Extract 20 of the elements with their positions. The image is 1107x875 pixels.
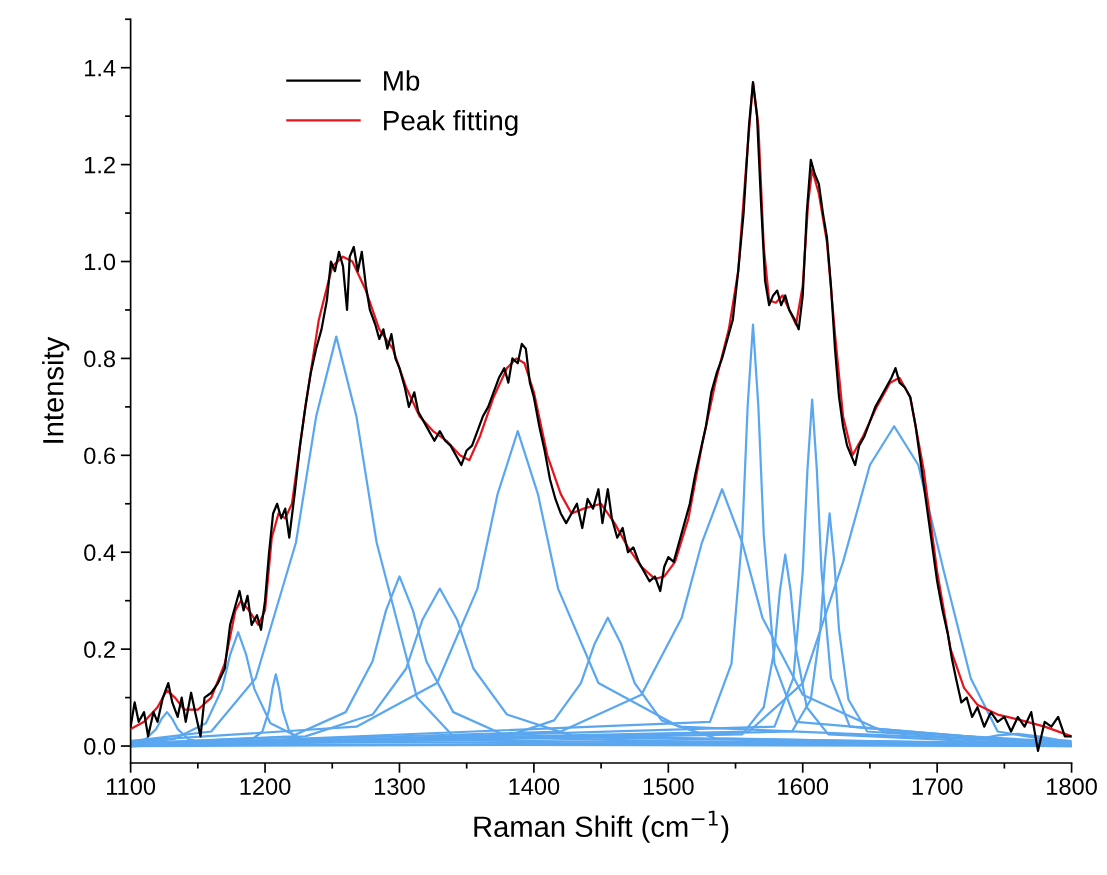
x-tick-label: 1100 xyxy=(107,778,156,795)
x-tick-label: 1500 xyxy=(643,778,694,795)
x-tick-label: 1800 xyxy=(1047,778,1097,795)
x-axis-title: Raman Shift (cm$^{−1}$) xyxy=(474,810,729,843)
legend-label: Peak fitting xyxy=(384,110,518,136)
y-tick-label: 0.6 xyxy=(84,447,116,465)
y-tick-label: 1.4 xyxy=(85,60,116,77)
y-axis-title: Intensity xyxy=(42,336,70,443)
y-tick-label: 0.2 xyxy=(84,641,115,658)
y-tick-label: 0.8 xyxy=(84,350,116,368)
legend-label: Mb xyxy=(384,70,420,91)
x-tick-label: 1300 xyxy=(375,778,425,795)
x-tick-label: 1700 xyxy=(912,778,963,795)
x-tick-label: 1600 xyxy=(778,778,829,795)
y-tick-label: 1.0 xyxy=(85,253,116,271)
x-tick-label: 1400 xyxy=(509,778,560,795)
y-tick-label: 0.0 xyxy=(84,738,116,755)
y-tick-label: 0.4 xyxy=(84,544,116,562)
x-tick-label: 1200 xyxy=(240,778,291,795)
y-tick-label: 1.2 xyxy=(85,156,115,174)
